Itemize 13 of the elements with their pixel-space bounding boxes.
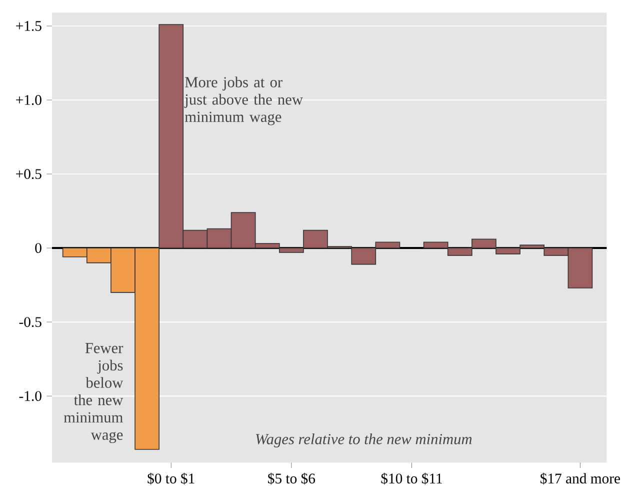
x-axis-title: Wages relative to the new minimum: [256, 434, 472, 448]
annotation: More jobs at or just above the new minimum wage: [184, 76, 303, 126]
y-tick-label: +1.5: [16, 21, 42, 31]
annotation: Fewer jobs below the new minimum wage: [64, 343, 124, 444]
x-tick-label: $0 to $1: [148, 472, 194, 484]
x-tick-label: $17 and more: [540, 472, 620, 484]
y-tick-label: 0: [35, 243, 42, 253]
y-tick-label: +0.5: [16, 169, 42, 179]
x-tick-label: $10 to $11: [381, 472, 442, 484]
y-tick-label: -0.5: [19, 317, 42, 328]
x-tick-label: $5 to $6: [268, 472, 316, 484]
y-tick-label: -1.0: [19, 391, 42, 402]
y-tick-label: +1.0: [16, 95, 42, 105]
